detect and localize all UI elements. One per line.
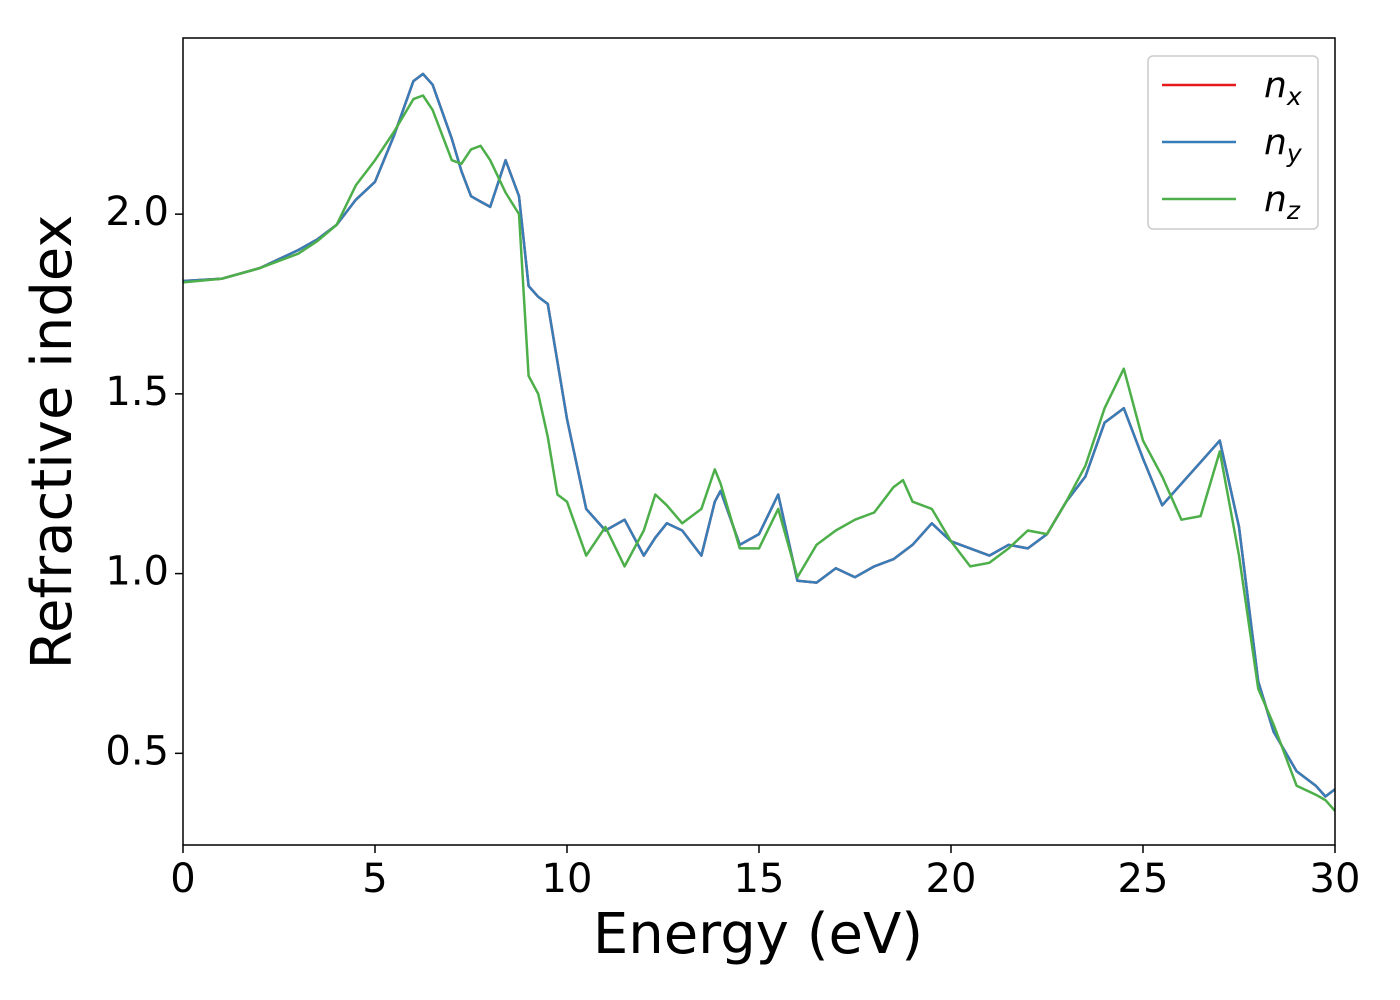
y-tick-label: 0.5 (105, 728, 169, 774)
x-tick-label: 15 (734, 856, 785, 902)
legend-label: ny (1264, 122, 1303, 168)
y-axis-label: Refractive index (20, 215, 85, 670)
y-tick-label: 1.5 (105, 369, 169, 415)
x-tick-label: 25 (1118, 856, 1169, 902)
legend-label: nx (1264, 65, 1302, 111)
data-line (183, 94, 1335, 812)
y-tick-label: 1.0 (105, 549, 169, 595)
x-tick-label: 5 (362, 856, 387, 902)
x-tick-label: 30 (1310, 856, 1361, 902)
x-tick-label: 0 (170, 856, 195, 902)
y-tick-label: 2.0 (105, 189, 169, 235)
plot-frame (182, 37, 1336, 846)
x-axis-label: Energy (eV) (593, 902, 923, 967)
legend-label: nz (1264, 179, 1301, 225)
x-tick-label: 10 (542, 856, 593, 902)
x-tick-label: 20 (926, 856, 977, 902)
